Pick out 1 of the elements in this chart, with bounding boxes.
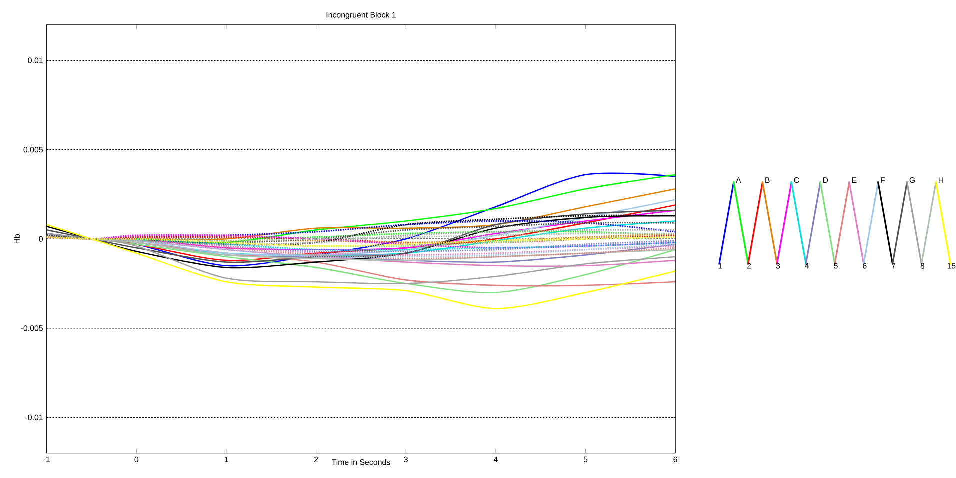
line-series xyxy=(46,224,676,310)
